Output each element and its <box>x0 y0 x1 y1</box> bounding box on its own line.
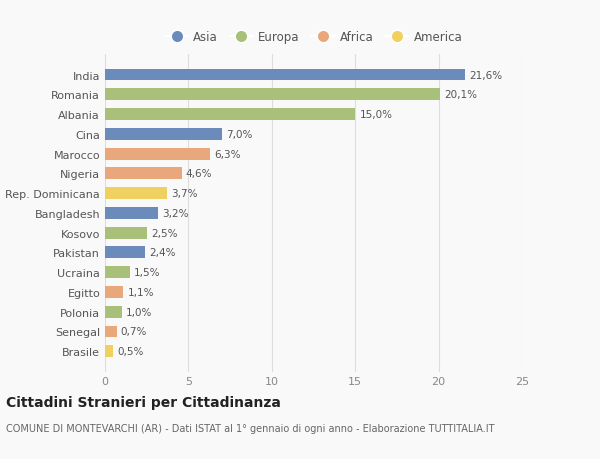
Text: 20,1%: 20,1% <box>445 90 478 100</box>
Text: 0,7%: 0,7% <box>121 327 147 337</box>
Bar <box>105 346 113 358</box>
Text: 15,0%: 15,0% <box>359 110 392 120</box>
Text: 3,7%: 3,7% <box>171 189 197 199</box>
Bar <box>105 326 116 338</box>
Bar <box>105 69 465 81</box>
Text: 4,6%: 4,6% <box>186 169 212 179</box>
Bar <box>105 188 167 200</box>
Bar <box>105 247 145 259</box>
Bar <box>105 267 130 279</box>
Bar <box>105 109 355 121</box>
Bar <box>105 306 122 318</box>
Bar <box>105 89 440 101</box>
Text: COMUNE DI MONTEVARCHI (AR) - Dati ISTAT al 1° gennaio di ogni anno - Elaborazion: COMUNE DI MONTEVARCHI (AR) - Dati ISTAT … <box>6 424 494 433</box>
Bar <box>105 129 222 140</box>
Bar <box>105 148 210 160</box>
Text: 1,5%: 1,5% <box>134 268 161 278</box>
Text: 21,6%: 21,6% <box>469 70 503 80</box>
Bar <box>105 168 182 180</box>
Text: 7,0%: 7,0% <box>226 129 253 140</box>
Text: 1,0%: 1,0% <box>126 307 152 317</box>
Bar <box>105 207 158 219</box>
Bar <box>105 227 147 239</box>
Bar <box>105 286 124 298</box>
Text: Cittadini Stranieri per Cittadinanza: Cittadini Stranieri per Cittadinanza <box>6 395 281 409</box>
Text: 3,2%: 3,2% <box>163 208 189 218</box>
Text: 0,5%: 0,5% <box>118 347 144 357</box>
Text: 6,3%: 6,3% <box>214 149 241 159</box>
Text: 2,4%: 2,4% <box>149 248 176 258</box>
Text: 1,1%: 1,1% <box>128 287 154 297</box>
Text: 2,5%: 2,5% <box>151 228 178 238</box>
Legend: Asia, Europa, Africa, America: Asia, Europa, Africa, America <box>160 26 467 49</box>
